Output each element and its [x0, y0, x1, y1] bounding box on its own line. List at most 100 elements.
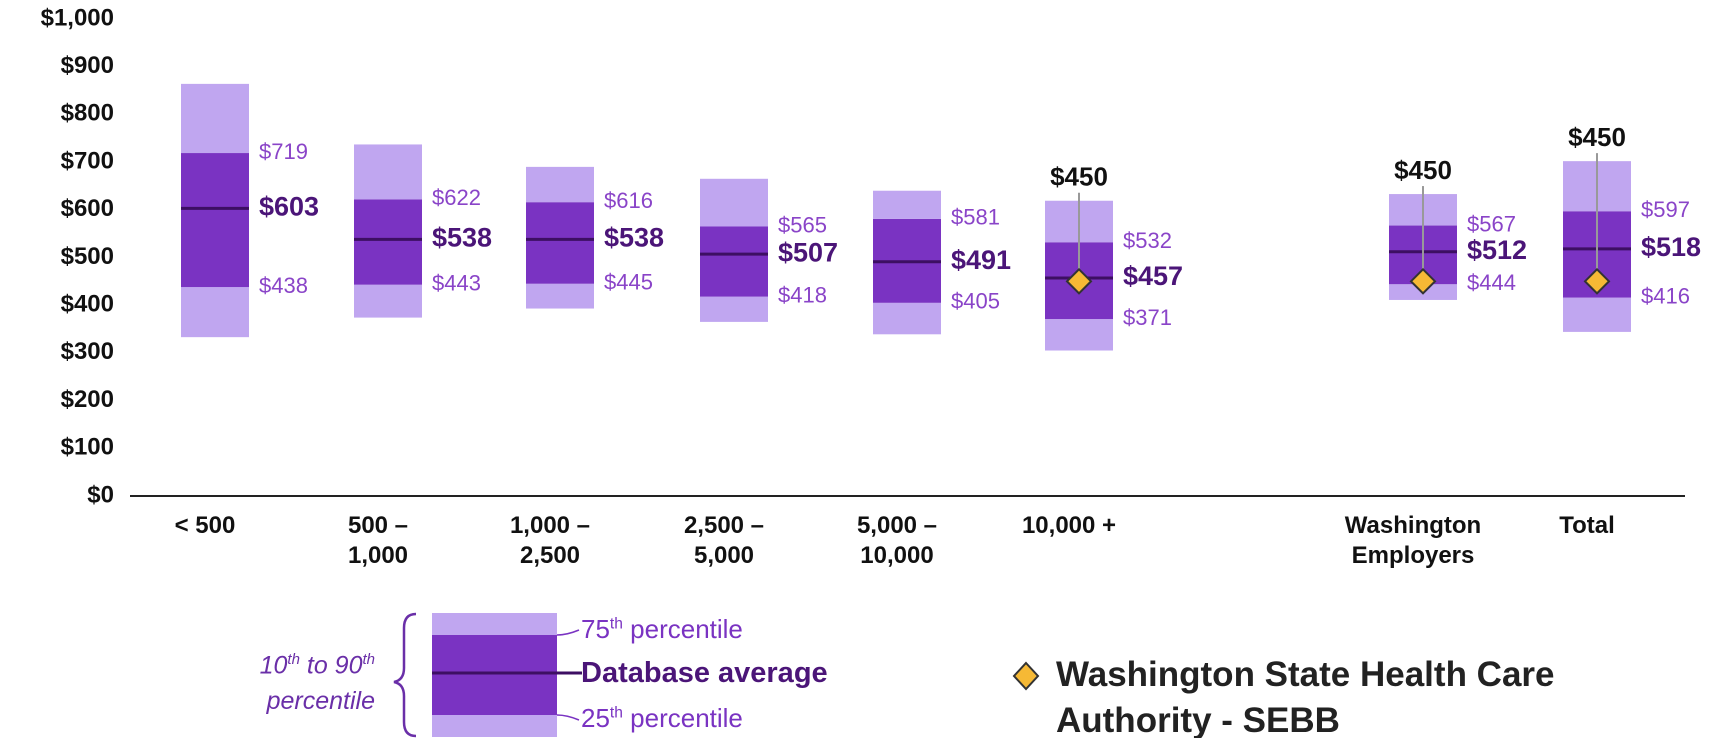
p10-p25	[1563, 297, 1631, 332]
x-tick-label: 10,000 +	[1022, 512, 1116, 539]
p75-label: $616	[604, 188, 653, 213]
x-tick-label: 1,000 – 2,500	[510, 512, 590, 569]
p75-label: $565	[778, 212, 827, 237]
legend-text: th	[287, 651, 300, 668]
p75-label: $597	[1641, 197, 1690, 222]
y-tick-label: $100	[61, 434, 114, 461]
mean-label: $491	[951, 245, 1011, 275]
legend-p75: 75th percentile	[581, 614, 743, 645]
legend-p25: 25th percentile	[581, 703, 743, 734]
x-tick-line: 5,000	[694, 542, 754, 569]
x-tick-label: Washington Employers	[1345, 512, 1481, 569]
legend-sebb: Washington State Health Care Authority -…	[1056, 655, 1555, 738]
mean-label: $507	[778, 237, 838, 267]
p75-p90	[526, 166, 594, 203]
x-tick-label: Total	[1559, 512, 1615, 539]
p25-label: $444	[1467, 270, 1516, 295]
p25-label: $371	[1123, 305, 1172, 330]
p75-label: $567	[1467, 211, 1516, 236]
p75-label: $719	[259, 139, 308, 164]
mean-label: $603	[259, 191, 319, 221]
p25-label: $416	[1641, 283, 1690, 308]
p10-p25	[526, 283, 594, 309]
legend-text: th	[609, 615, 623, 633]
p25-p75	[354, 199, 422, 285]
legend-range: 10th to 90th percentile	[200, 642, 375, 719]
legend-text: to 90	[299, 651, 363, 680]
legend-text: 10	[259, 651, 288, 680]
mean-label: $538	[432, 222, 492, 252]
y-tick-label: $0	[87, 481, 114, 508]
y-tick-label: $1,000	[41, 4, 114, 31]
p10-p25	[700, 296, 768, 322]
x-tick-label: 2,500 – 5,000	[684, 512, 764, 569]
mean-label: $457	[1123, 261, 1183, 291]
legend-mean: Database average	[581, 657, 828, 689]
x-tick-label: < 500	[175, 512, 236, 539]
mean-label: $538	[604, 222, 664, 252]
p10-p25	[354, 284, 422, 318]
legend-leader	[556, 629, 580, 721]
x-tick-line: 1,000 –	[510, 512, 590, 539]
sebb-label: $450	[1394, 155, 1452, 185]
legend-text: percentile	[622, 614, 743, 644]
p75-label: $532	[1123, 228, 1172, 253]
legend-text: th	[362, 651, 375, 668]
y-tick-label: $900	[61, 52, 114, 79]
sebb-diamond	[1409, 267, 1437, 295]
p25-p75	[700, 226, 768, 297]
p25-label: $443	[432, 271, 481, 296]
p75-label: $581	[951, 205, 1000, 230]
p75-p90	[700, 178, 768, 227]
legend-diamond	[1012, 661, 1040, 691]
x-tick-line: Washington	[1345, 512, 1481, 539]
p25-p75	[526, 202, 594, 284]
p25-p75	[181, 153, 249, 288]
sebb-label: $450	[1568, 122, 1626, 152]
x-tick-line: Total	[1559, 512, 1615, 539]
x-tick-label: 5,000 – 10,000	[857, 512, 937, 569]
sebb-label: $450	[1050, 162, 1108, 192]
x-tick-line: 10,000 +	[1022, 512, 1116, 539]
legend-p90	[432, 613, 557, 635]
legend-text: th	[609, 704, 623, 722]
p75-p90	[181, 83, 249, 154]
p10-p25	[181, 287, 249, 338]
y-tick-label: $800	[61, 100, 114, 127]
legend-text: 75	[581, 614, 610, 644]
p25-label: $405	[951, 289, 1000, 314]
legend-bracket	[393, 612, 417, 738]
y-tick-label: $300	[61, 338, 114, 365]
legend-iqr	[432, 635, 557, 715]
sebb-diamond	[1065, 267, 1093, 295]
y-tick-label: $600	[61, 195, 114, 222]
x-tick-line: 2,500 –	[684, 512, 764, 539]
x-tick-line: < 500	[175, 512, 236, 539]
x-tick-line: 2,500	[520, 542, 580, 569]
x-tick-line: Employers	[1352, 542, 1475, 569]
y-tick-label: $400	[61, 291, 114, 318]
mean-label: $518	[1641, 232, 1701, 262]
p10-p25	[1045, 319, 1113, 351]
sebb-diamond	[1583, 267, 1611, 295]
p75-label: $622	[432, 185, 481, 210]
x-tick-line: 10,000	[860, 542, 933, 569]
legend-text: 25	[581, 703, 610, 733]
p75-p90	[873, 190, 941, 219]
legend-text: percentile	[266, 687, 375, 716]
y-tick-label: $200	[61, 386, 114, 413]
x-tick-line: 500 –	[348, 512, 408, 539]
p25-label: $418	[778, 282, 827, 307]
p25-label: $438	[259, 273, 308, 298]
mean-label: $512	[1467, 235, 1527, 265]
x-tick-label: 500 – 1,000	[348, 512, 408, 569]
p75-p90	[354, 144, 422, 200]
legend-text: percentile	[622, 703, 743, 733]
p10-p25	[873, 302, 941, 335]
y-tick-label: $700	[61, 147, 114, 174]
x-tick-line: 5,000 –	[857, 512, 937, 539]
p25-label: $445	[604, 270, 653, 295]
x-tick-line: 1,000	[348, 542, 408, 569]
y-tick-label: $500	[61, 243, 114, 270]
